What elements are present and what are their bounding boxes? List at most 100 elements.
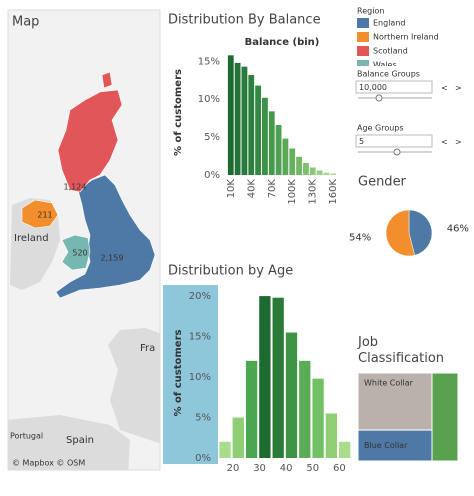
filter-input[interactable]: [355, 80, 433, 94]
attribution: © Mapbox © OSM: [12, 459, 85, 468]
pie-slice: [408, 209, 433, 256]
bar: [339, 441, 351, 458]
treemap-cell: [357, 429, 433, 462]
bar: [219, 441, 231, 458]
bar: [323, 172, 330, 175]
legend-swatch: [357, 46, 369, 56]
map-title: Map: [12, 15, 39, 30]
region-legend: Region England Northern Ireland Scotland Wa…: [357, 7, 439, 70]
bar: [289, 148, 296, 175]
bar: [262, 97, 268, 175]
filter-value: 5: [359, 137, 364, 146]
x-tick-label: 100K: [287, 179, 298, 205]
region: [21, 199, 59, 229]
y-tick-label: 20%: [189, 291, 211, 302]
region-label: 211: [37, 211, 52, 220]
place-label: Fra: [140, 343, 155, 354]
y-tick-label: 0%: [195, 453, 211, 464]
filter-arrow[interactable]: <: [441, 138, 448, 147]
slider-thumb[interactable]: [393, 148, 401, 156]
y-axis-title: % of customers: [173, 69, 184, 156]
bar: [330, 173, 337, 175]
y-tick-label: 15%: [198, 56, 220, 67]
y-tick-label: 5%: [195, 413, 211, 424]
y-tick-label: 0%: [204, 170, 220, 181]
bar: [296, 156, 302, 175]
y-tick-label: 10%: [198, 94, 220, 105]
chart-title: Distribution By Balance: [168, 13, 321, 28]
bar: [232, 417, 244, 458]
age-filter[interactable]: Age Groups 5 < >: [355, 124, 462, 156]
bar: [248, 75, 255, 175]
bar: [268, 111, 275, 175]
bar: [227, 55, 234, 175]
bar: [272, 297, 284, 458]
y-tick-label: 15%: [189, 332, 211, 343]
place-label: Ireland: [14, 233, 49, 244]
x-tick-label: 50: [306, 463, 319, 474]
legend-swatch: [357, 32, 369, 42]
map: Ireland Fra Spain Portugal: [8, 71, 160, 470]
treemap-cell: [431, 372, 459, 462]
bar: [255, 85, 261, 175]
x-tick-label: 30: [253, 463, 266, 474]
x-tick-label: 160K: [328, 179, 339, 205]
bar: [282, 138, 289, 175]
pie-label: 54%: [349, 233, 371, 244]
chart-title: Job Classification: [357, 335, 444, 366]
pie-slice: [385, 209, 416, 257]
chart-subtitle: Balance (bin): [245, 37, 320, 48]
region-label: 1,124: [64, 183, 87, 192]
legend-label: Northern Ireland: [373, 33, 439, 42]
pie-label: 46%: [447, 223, 469, 234]
bar: [316, 170, 323, 175]
place-label: Portugal: [10, 432, 43, 441]
bar: [245, 360, 258, 458]
treemap-label: White Collar: [364, 379, 414, 388]
legend-label: England: [373, 19, 405, 28]
filter-arrow[interactable]: <: [441, 84, 448, 93]
bar: [275, 125, 282, 175]
land: [108, 328, 160, 444]
filter-value: 10,000: [359, 83, 387, 92]
region-label: 520: [72, 249, 87, 258]
place-label: Spain: [66, 435, 94, 446]
legend-swatch: [357, 18, 369, 28]
bar: [234, 62, 241, 176]
y-axis-title: % of customers: [173, 329, 184, 416]
treemap-label: Blue Collar: [364, 441, 408, 450]
legend-label: Scotland: [373, 47, 408, 56]
bar: [285, 332, 298, 458]
filter-input[interactable]: [355, 134, 433, 148]
bar: [309, 167, 316, 175]
region-label: 2,159: [101, 254, 124, 263]
bar: [325, 413, 338, 458]
legend-title: Region: [357, 7, 384, 16]
bar: [299, 360, 311, 458]
balance-filter[interactable]: Balance Groups 10,000 < >: [355, 70, 462, 102]
bar: [312, 378, 324, 458]
x-tick-label: 20: [227, 463, 240, 474]
legend-label: Wales: [373, 61, 397, 70]
y-tick-label: 10%: [189, 372, 211, 383]
chart-title: Distribution by Age: [168, 264, 293, 279]
x-tick-label: 40: [280, 463, 293, 474]
y-tick-label: 5%: [204, 132, 220, 143]
filter-label: Age Groups: [357, 124, 404, 133]
filter-arrow[interactable]: >: [455, 84, 462, 93]
region: [57, 71, 123, 193]
bar: [241, 66, 248, 175]
x-tick-label: 130K: [308, 179, 319, 205]
slider-thumb[interactable]: [375, 94, 383, 102]
bar: [259, 296, 271, 458]
filter-arrow[interactable]: >: [455, 138, 462, 147]
x-tick-label: 40K: [246, 179, 257, 199]
filter-label: Balance Groups: [357, 70, 420, 79]
bar: [303, 162, 309, 175]
x-tick-label: 10K: [226, 179, 237, 199]
land: [8, 415, 130, 470]
chart-title: Gender: [358, 175, 407, 190]
x-tick-label: 60: [333, 463, 346, 474]
legend-swatch: [357, 60, 369, 66]
